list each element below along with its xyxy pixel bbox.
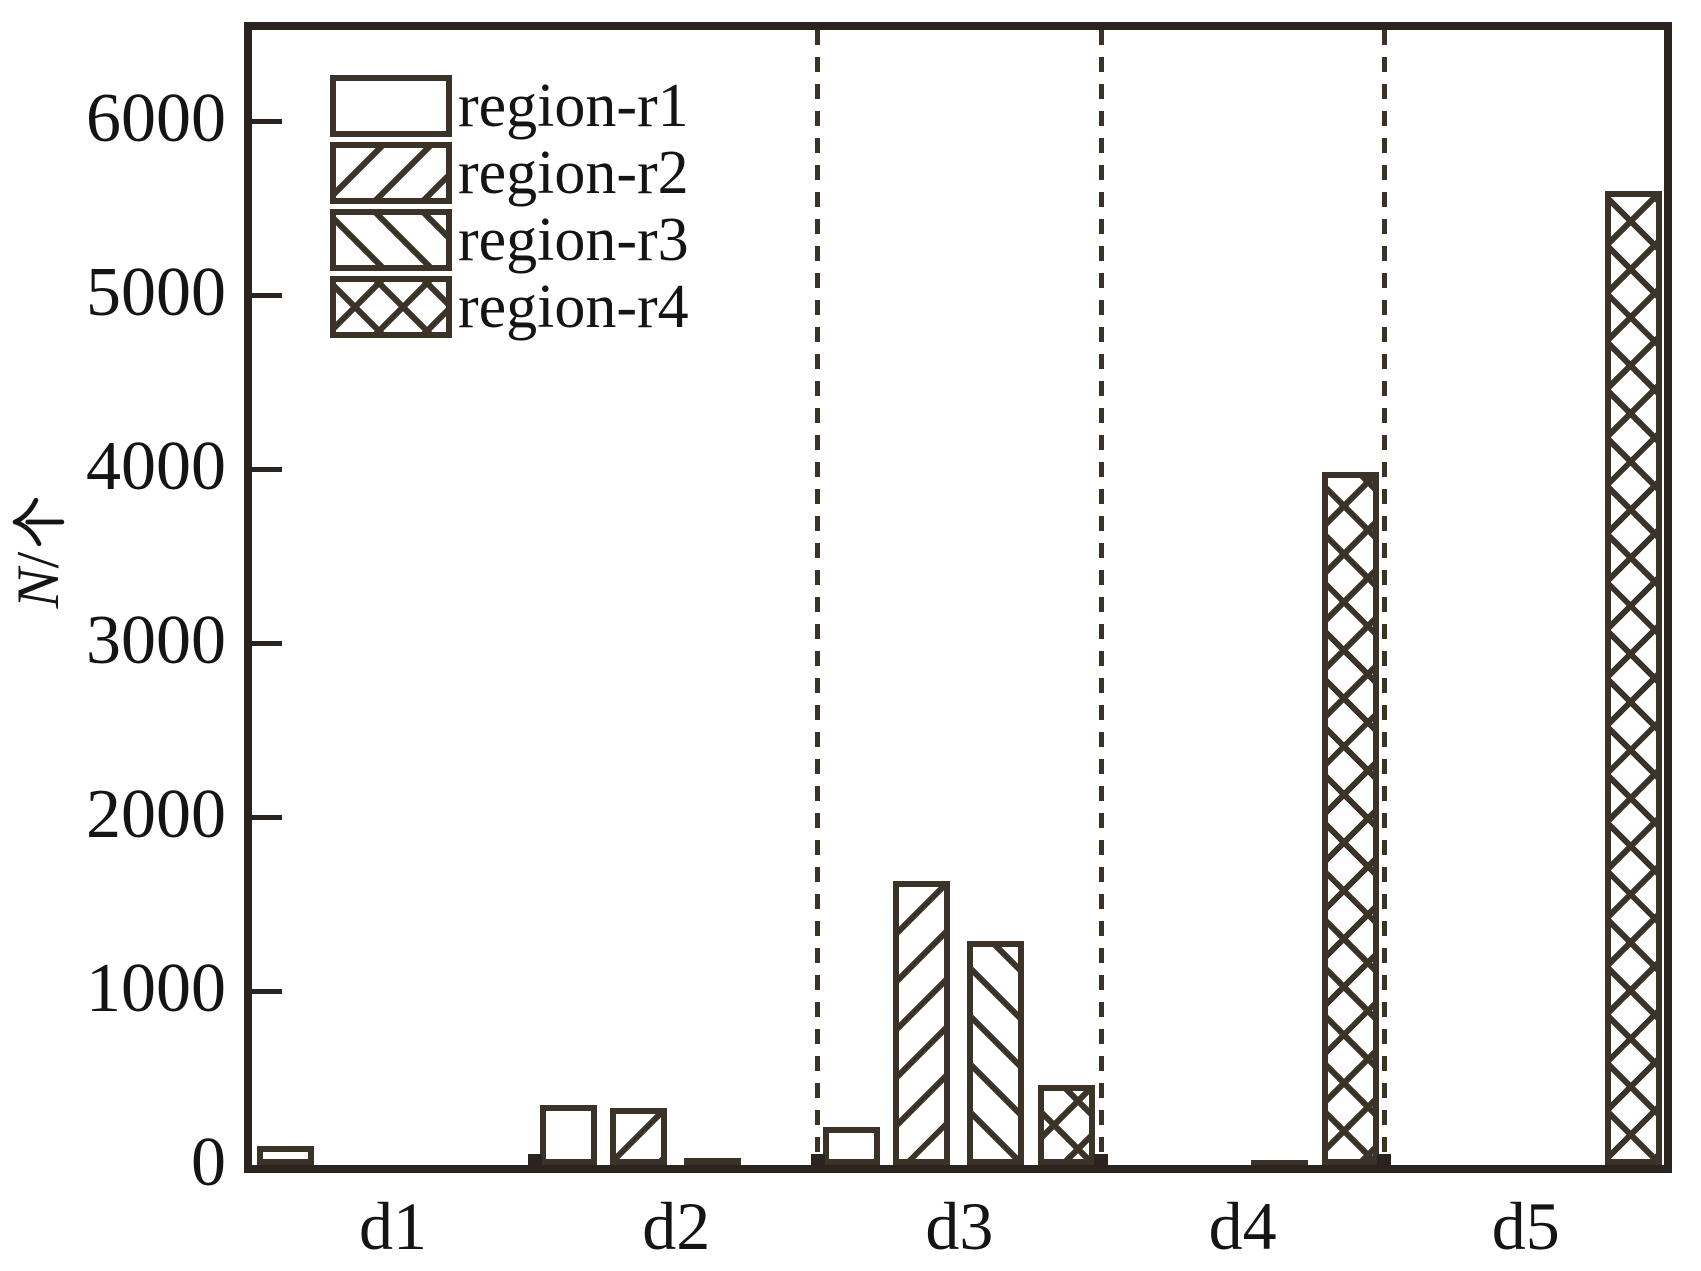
group-separator-dashed-line xyxy=(815,30,821,1165)
x-axis-label-d3: d3 xyxy=(925,1188,994,1264)
x-axis-boundary-tick xyxy=(1377,1154,1392,1165)
bar-d5-region-r4 xyxy=(1604,191,1662,1165)
y-axis-tick-label: 4000 xyxy=(86,428,226,505)
group-separator-dashed-line xyxy=(1098,30,1104,1165)
y-axis-tick-label: 3000 xyxy=(86,602,226,679)
y-axis-tick-label: 2000 xyxy=(86,776,226,853)
bar-d2-region-r3 xyxy=(684,1158,742,1165)
y-axis-tick xyxy=(252,640,282,646)
legend-swatch-region-r3 xyxy=(330,209,452,271)
y-axis-tick xyxy=(252,466,282,472)
bar-d3-region-r4 xyxy=(1038,1085,1096,1165)
legend-label-region-r2: region-r2 xyxy=(458,139,689,207)
bar-d2-region-r2 xyxy=(610,1108,668,1165)
x-axis-label-d5: d5 xyxy=(1491,1188,1560,1264)
legend-label-region-r4: region-r4 xyxy=(458,273,689,341)
bar-d3-region-r2 xyxy=(893,881,951,1165)
y-axis-tick xyxy=(252,292,282,298)
legend-label-region-r3: region-r3 xyxy=(458,206,689,274)
y-axis-tick-label: 1000 xyxy=(86,950,226,1027)
x-axis-boundary-tick xyxy=(810,1154,825,1165)
bar-d4-region-r4 xyxy=(1321,472,1379,1165)
bar-d3-region-r3 xyxy=(967,941,1025,1165)
y-axis-tick xyxy=(252,814,282,820)
group-separator-dashed-line xyxy=(1381,30,1387,1165)
plot-frame xyxy=(244,22,1672,1173)
chinese-ge-glyph-icon xyxy=(12,497,65,546)
y-axis-tick xyxy=(252,118,282,124)
bar-d4-region-r3 xyxy=(1250,1160,1308,1165)
x-axis-boundary-tick xyxy=(527,1154,542,1165)
x-axis-label-d1: d1 xyxy=(359,1188,427,1264)
legend-swatch-region-r1 xyxy=(330,75,452,137)
bar-d3-region-r1 xyxy=(823,1127,881,1165)
y-axis-title-slash: / xyxy=(4,551,71,569)
legend-swatch-region-r4 xyxy=(330,276,452,338)
y-axis-tick-label: 0 xyxy=(191,1124,226,1201)
y-axis-tick-label: 6000 xyxy=(86,80,226,157)
x-axis-label-d2: d2 xyxy=(642,1188,711,1264)
y-axis-tick-label: 5000 xyxy=(86,254,226,331)
bar-d2-region-r1 xyxy=(540,1105,598,1165)
bar-d1-region-r1 xyxy=(257,1146,314,1165)
y-axis-tick xyxy=(252,988,282,994)
legend-label-region-r1: region-r1 xyxy=(458,72,689,140)
legend-swatch-region-r2 xyxy=(330,142,452,204)
y-axis-title: N / xyxy=(1,442,75,662)
x-axis-label-d4: d4 xyxy=(1208,1188,1277,1264)
x-axis-boundary-tick xyxy=(1094,1154,1108,1165)
y-axis-title-n: N xyxy=(4,568,71,609)
